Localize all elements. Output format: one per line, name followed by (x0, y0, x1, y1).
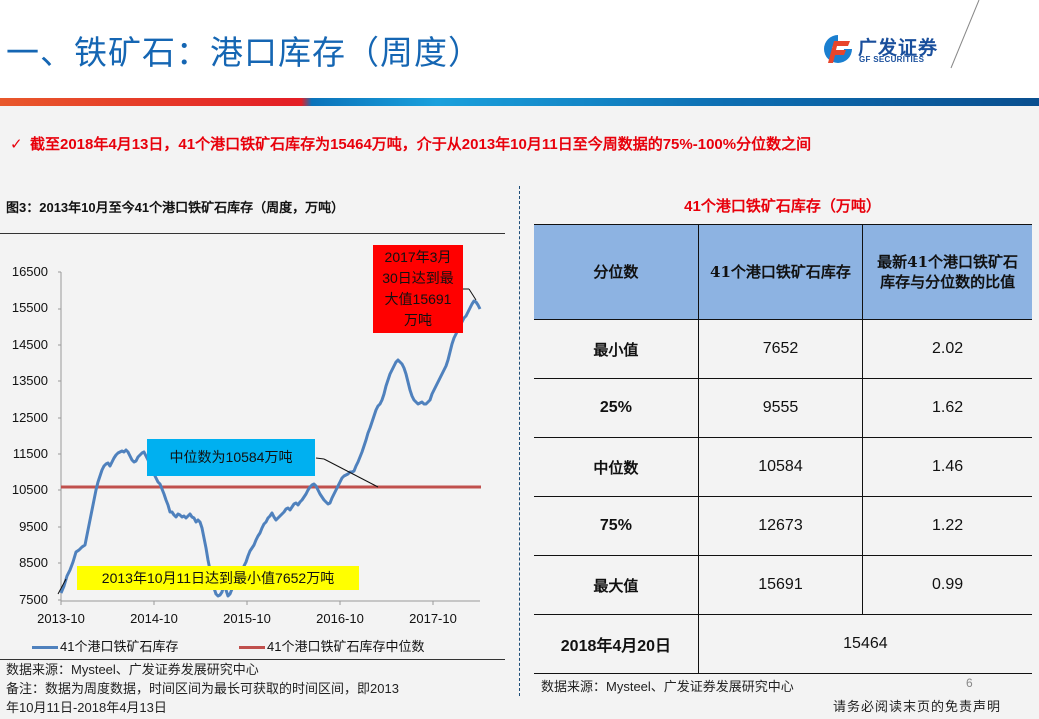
gf-logo-icon (824, 35, 852, 63)
table-row: 中位数 10584 1.46 (534, 437, 1032, 497)
figure-title-text: 2013年10月至今41个港口铁矿石库存（周度，万吨） (39, 200, 345, 215)
legend-swatch-blue (32, 646, 58, 650)
summary-text: 截至2018年4月13日，41个港口铁矿石库存为15464万吨，介于从2013年… (30, 136, 812, 153)
slide-header: 一、铁矿石：港口库存（周度） 广发证券 GF SECURITIES (0, 0, 1039, 100)
y-tick: 11500 (12, 446, 48, 461)
legend-label: 41个港口铁矿石库存 (60, 639, 179, 654)
y-tick: 10500 (11, 482, 48, 497)
disclaimer-text: 请务必阅读末页的免责声明 (833, 700, 1002, 715)
row-label: 最小值 (534, 319, 699, 379)
y-tick: 16500 (11, 264, 48, 279)
chart-remark-line-2: 年10月11日-2018年4月13日 (6, 700, 167, 715)
x-tick: 2014-10 (130, 611, 178, 626)
column-header: 41个港口铁矿石库存 (697, 224, 864, 320)
logo-english-text: GF SECURITIES (859, 55, 925, 64)
maximum-callout-line: 大值15691 (384, 291, 452, 307)
maximum-callout-line: 2017年3月 (384, 249, 452, 265)
figure-title: 图3：2013年10月至今41个港口铁矿石库存（周度，万吨） (6, 197, 344, 216)
ratio-value: 0.99 (862, 555, 1032, 615)
x-tick: 2015-10 (223, 611, 271, 626)
header-color-bar (0, 98, 1039, 106)
ratio-value: 2.02 (862, 319, 1032, 379)
inventory-value: 12673 (697, 496, 864, 556)
table-row: 最大值 15691 0.99 (534, 555, 1032, 615)
y-tick: 13500 (11, 373, 48, 388)
chart-bottom-rule (0, 659, 505, 660)
row-label: 25% (534, 378, 699, 438)
table-row: 75% 12673 1.22 (534, 496, 1032, 556)
ratio-value: 1.62 (862, 378, 1032, 438)
x-tick: 2016-10 (316, 611, 364, 626)
page-title: 一、铁矿石：港口库存（周度） (6, 33, 482, 72)
row-label: 中位数 (534, 437, 699, 497)
latest-inventory-value: 15464 (697, 614, 1032, 674)
gf-securities-logo: 广发证券 GF SECURITIES (822, 33, 952, 73)
median-callout: 中位数为10584万吨 (147, 439, 315, 476)
maximum-callout-line: 万吨 (404, 312, 432, 328)
table-title: 41个港口铁矿石库存（万吨） (684, 198, 881, 215)
y-tick: 14500 (11, 337, 48, 352)
quantile-table: 分位数 41个港口铁矿石库存 最新41个港口铁矿石库存与分位数的比值 最小值 7… (534, 224, 1032, 674)
table-row: 最小值 7652 2.02 (534, 319, 1032, 379)
x-tick: 2013-10 (37, 611, 85, 626)
chart-plot-area (57, 271, 482, 605)
legend-label: 41个港口铁矿石库存中位数 (267, 639, 425, 654)
ratio-value: 1.22 (862, 496, 1032, 556)
maximum-callout-line: 30日达到最 (382, 270, 454, 286)
figure-prefix: 图3： (6, 200, 40, 215)
page-number: 6 (966, 676, 973, 690)
minimum-callout: 2013年10月11日达到最小值7652万吨 (77, 566, 359, 590)
table-header-row: 分位数 41个港口铁矿石库存 最新41个港口铁矿石库存与分位数的比值 (534, 224, 1032, 320)
inventory-series-line (59, 299, 482, 598)
latest-date-label: 2018年4月20日 (534, 614, 699, 674)
y-tick: 15500 (11, 300, 48, 315)
column-divider (519, 186, 520, 696)
y-tick: 9500 (19, 519, 48, 534)
inventory-value: 9555 (697, 378, 864, 438)
chart-remark-line-1: 备注：数据为周度数据，时间区间为最长可获取的时间区间，即2013 (6, 681, 399, 696)
summary-bullet: ✓ 截至2018年4月13日，41个港口铁矿石库存为15464万吨，介于从2013… (10, 133, 811, 154)
column-header: 最新41个港口铁矿石库存与分位数的比值 (862, 224, 1032, 320)
decorative-slash (950, 0, 980, 69)
legend-item-inventory: 41个港口铁矿石库存 (32, 636, 178, 655)
row-label: 75% (534, 496, 699, 556)
maximum-callout: 2017年3月 30日达到最 大值15691 万吨 (373, 245, 463, 333)
table-row: 25% 9555 1.62 (534, 378, 1032, 438)
y-tick: 7500 (19, 592, 48, 607)
x-tick: 2017-10 (409, 611, 457, 626)
inventory-value: 10584 (697, 437, 864, 497)
column-header: 分位数 (534, 224, 699, 320)
legend-item-median: 41个港口铁矿石库存中位数 (239, 636, 424, 655)
y-tick: 8500 (19, 555, 48, 570)
checkmark-icon: ✓ (10, 136, 23, 153)
y-tick: 12500 (11, 410, 48, 425)
table-source-note: 数据来源：Mysteel、广发证券发展研究中心 (541, 679, 794, 694)
logo-chinese-text: 广发证券 (858, 38, 939, 59)
inventory-value: 7652 (697, 319, 864, 379)
ratio-value: 1.46 (862, 437, 1032, 497)
table-row-latest: 2018年4月20日 15464 (534, 614, 1032, 674)
inventory-value: 15691 (697, 555, 864, 615)
figure-title-rule (0, 233, 505, 234)
legend-swatch-red (239, 646, 265, 650)
chart-source-note: 数据来源：Mysteel、广发证券发展研究中心 (6, 662, 259, 677)
row-label: 最大值 (534, 555, 699, 615)
